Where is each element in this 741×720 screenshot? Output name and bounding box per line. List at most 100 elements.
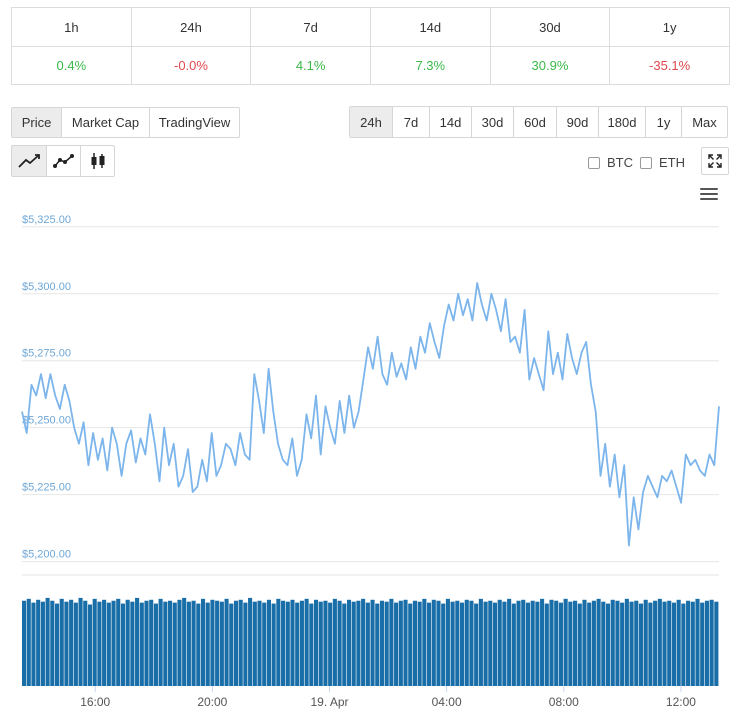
range-24h[interactable]: 24h — [350, 107, 392, 137]
volume-bar — [662, 601, 667, 686]
volume-bar — [158, 598, 163, 686]
volume-bar — [309, 603, 314, 686]
time-range-tabs: 24h 7d 14d 30d 60d 90d 180d 1y Max — [349, 106, 728, 138]
header-7d: 7d — [250, 7, 371, 47]
volume-bar — [182, 597, 187, 686]
eth-checkbox[interactable] — [640, 156, 652, 169]
fullscreen-button[interactable] — [701, 147, 729, 175]
expand-icon — [708, 154, 722, 168]
volume-bar — [422, 598, 427, 686]
compare-eth[interactable]: ETH — [640, 155, 685, 170]
volume-bar — [290, 599, 295, 686]
y-axis-labels: $5,325.00 $5,300.00 $5,275.00 $5,250.00 $5,2… — [22, 214, 71, 561]
volume-bar — [469, 600, 474, 686]
volume-bar — [483, 601, 488, 686]
volume-bar — [135, 597, 140, 686]
volume-bar — [125, 599, 130, 686]
compare-btc[interactable]: BTC — [588, 155, 633, 170]
volume-bar — [167, 600, 173, 686]
range-7d[interactable]: 7d — [392, 107, 429, 137]
range-30d[interactable]: 30d — [471, 107, 513, 137]
volume-bar — [379, 600, 385, 686]
volume-bar — [507, 598, 512, 686]
range-1y[interactable]: 1y — [645, 107, 681, 137]
volume-bar — [403, 599, 408, 686]
volume-bar — [427, 602, 432, 686]
volume-bar — [408, 603, 413, 686]
range-60d[interactable]: 60d — [513, 107, 556, 137]
volume-bar — [445, 598, 450, 686]
range-14d[interactable]: 14d — [429, 107, 471, 137]
volume-bar — [149, 599, 154, 686]
candlestick-icon — [91, 153, 104, 169]
volume-bar — [356, 600, 361, 686]
volume-bar — [394, 602, 399, 686]
price-series-line — [21, 282, 720, 547]
x-tick-label: 16:00 — [80, 695, 110, 709]
volume-bar — [87, 604, 93, 686]
volume-bar — [530, 600, 535, 686]
x-axis-labels: 16:00 20:00 19. Apr 04:00 08:00 12:00 — [80, 686, 696, 709]
volume-bar — [365, 602, 370, 686]
price-chart: $5,325.00 $5,300.00 $5,275.00 $5,250.00 $5,2… — [21, 214, 720, 709]
volume-bar — [605, 603, 611, 686]
volume-bar — [257, 600, 262, 686]
volume-bar — [191, 600, 196, 686]
volume-bar — [26, 598, 31, 686]
tab-market-cap[interactable]: Market Cap — [61, 108, 149, 137]
volume-bar — [601, 601, 606, 686]
volume-bar — [563, 598, 568, 686]
btc-checkbox[interactable] — [588, 156, 600, 169]
volume-bar — [540, 598, 545, 686]
volume-bar — [78, 597, 83, 686]
change-14d: 7.3% — [369, 46, 491, 85]
volume-bar — [186, 601, 191, 686]
volume-bar — [243, 602, 248, 686]
volume-bar — [153, 603, 158, 686]
volume-bar — [342, 603, 347, 686]
volume-bar — [22, 600, 27, 686]
range-180d[interactable]: 180d — [598, 107, 645, 137]
y-tick-label: $5,225.00 — [22, 482, 71, 494]
volume-bar — [620, 602, 625, 686]
volume-bar — [54, 603, 60, 686]
range-90d[interactable]: 90d — [556, 107, 598, 137]
volume-bar — [328, 602, 333, 686]
y-tick-label: $5,250.00 — [22, 415, 71, 427]
volume-bar — [177, 599, 182, 686]
volume-bar — [233, 600, 239, 686]
y-tick-label: $5,325.00 — [22, 214, 71, 226]
volume-bar — [525, 602, 531, 686]
volume-bar — [511, 603, 516, 686]
volume-bar — [285, 601, 290, 686]
volume-bar — [59, 598, 64, 686]
volume-bar — [73, 602, 78, 686]
volume-bar — [45, 597, 50, 686]
change-7d: 4.1% — [250, 46, 371, 85]
tab-price[interactable]: Price — [12, 108, 61, 137]
tab-tradingview[interactable]: TradingView — [149, 108, 239, 137]
chart-menu-icon[interactable] — [700, 188, 718, 202]
volume-bar — [332, 598, 337, 686]
volume-bar — [313, 599, 319, 686]
volume-bar — [431, 599, 436, 686]
eth-label: ETH — [659, 155, 685, 170]
candlestick-button[interactable] — [80, 146, 114, 176]
volume-bar — [323, 600, 328, 686]
volume-bar — [172, 602, 177, 686]
volume-bar — [102, 599, 107, 686]
volume-bar — [634, 600, 639, 686]
volume-bar — [624, 598, 629, 686]
line-chart-button[interactable] — [12, 146, 46, 176]
volume-bar — [200, 598, 206, 686]
ohlc-line-button[interactable] — [46, 146, 80, 176]
volume-bar — [337, 600, 342, 686]
volume-bar — [120, 603, 126, 686]
volume-bar — [497, 599, 502, 686]
y-tick-label: $5,200.00 — [22, 549, 71, 561]
volume-bar — [629, 601, 634, 686]
range-max[interactable]: Max — [681, 107, 727, 137]
volume-bar — [681, 603, 686, 686]
volume-bar — [474, 603, 479, 686]
volume-bar — [459, 602, 465, 686]
